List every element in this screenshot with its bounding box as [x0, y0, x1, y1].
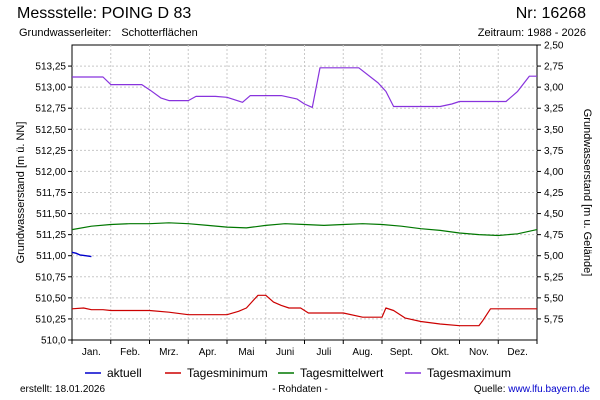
series-line-mittel — [71, 222, 538, 237]
y-tick-label-left: 510,25 — [35, 314, 66, 325]
y-tick-label-right: 3,25 — [544, 104, 564, 115]
y-tick-label-left: 511,25 — [36, 230, 66, 241]
period-info: Zeitraum: 1988 - 2026 — [477, 27, 586, 39]
x-tick-label: Jan. — [82, 347, 101, 358]
station-number: Nr: 16268 — [515, 5, 586, 22]
y-tick-label-right: 5,75 — [544, 314, 564, 325]
source-link[interactable]: www.lfu.bayern.de — [508, 384, 590, 395]
y-axis-title-right: Grundwasserstand [m u. Gelände] — [581, 109, 593, 277]
y-tick-label-right: 5,25 — [544, 272, 564, 283]
legend-label-mittel: Tagesmittelwert — [300, 366, 384, 380]
legend-label-aktuell: aktuell — [107, 366, 142, 380]
y-tick-label-left: 511,00 — [36, 251, 66, 262]
y-tick-label-left: 512,25 — [35, 146, 66, 157]
x-tick-label: Aug. — [352, 347, 373, 358]
legend-label-max: Tagesmaximum — [427, 366, 511, 380]
raw-data-note: - Rohdaten - — [272, 384, 328, 395]
y-tick-label-left: 510,75 — [35, 272, 66, 283]
x-tick-label: Okt. — [431, 347, 449, 358]
aquifer-label: Grundwasserleiter: — [19, 27, 112, 39]
aquifer-value: Schotterflächen — [121, 27, 198, 39]
x-tick-label: Dez. — [507, 347, 528, 358]
y-tick-label-left: 511,75 — [36, 188, 66, 199]
aquifer-info: Grundwasserleiter: Schotterflächen — [19, 27, 198, 39]
x-tick-label: Feb. — [120, 347, 140, 358]
y-axis-title-left: Grundwasserstand [m ü. NN] — [15, 122, 27, 264]
y-tick-label-left: 512,75 — [35, 104, 66, 115]
station-title: Messstelle: POING D 83 — [17, 5, 192, 22]
legend-label-min: Tagesminimum — [187, 366, 268, 380]
x-tick-label: Juli — [316, 347, 331, 358]
y-tick-label-right: 4,75 — [544, 230, 564, 241]
y-tick-label-left: 511,50 — [36, 209, 66, 220]
y-tick-label-right: 3,00 — [544, 83, 564, 94]
x-tick-label: Apr. — [199, 347, 217, 358]
y-tick-label-right: 5,50 — [544, 293, 564, 304]
x-tick-label: Mai — [238, 347, 254, 358]
y-tick-label-right: 5,00 — [544, 251, 564, 262]
groundwater-chart: 510,0 510,25 510,50 510,75 511,00 511,25 511,5… — [15, 41, 593, 381]
y-tick-label-right: 4,50 — [544, 209, 564, 220]
y-tick-label-right: 2,50 — [544, 41, 564, 52]
y-tick-label-left: 512,50 — [35, 125, 66, 136]
x-tick-label: Sept. — [390, 347, 413, 358]
y-tick-label-left: 512,00 — [35, 167, 66, 178]
series-line-max — [72, 67, 537, 109]
y-tick-label-right: 3,50 — [544, 125, 564, 136]
x-tick-label: Mrz. — [159, 347, 178, 358]
series-line-aktuell — [71, 251, 92, 258]
y-tick-label-right: 4,25 — [544, 188, 564, 199]
y-tick-label-right: 4,00 — [544, 167, 564, 178]
source-info: Quelle: www.lfu.bayern.de — [474, 384, 590, 395]
source-label: Quelle: — [473, 384, 506, 395]
y-tick-label-left: 513,25 — [35, 62, 66, 73]
y-tick-label-right: 3,75 — [544, 146, 564, 157]
x-tick-label: Nov. — [469, 347, 489, 358]
created-date: erstellt: 18.01.2026 — [20, 384, 106, 395]
y-tick-label-left: 513,00 — [35, 83, 66, 94]
y-tick-label-left: 510,0 — [41, 336, 66, 347]
series-line-min — [71, 294, 537, 327]
x-tick-label: Juni — [276, 347, 294, 358]
y-tick-label-left: 510,50 — [35, 293, 66, 304]
y-tick-label-right: 2,75 — [544, 62, 564, 73]
